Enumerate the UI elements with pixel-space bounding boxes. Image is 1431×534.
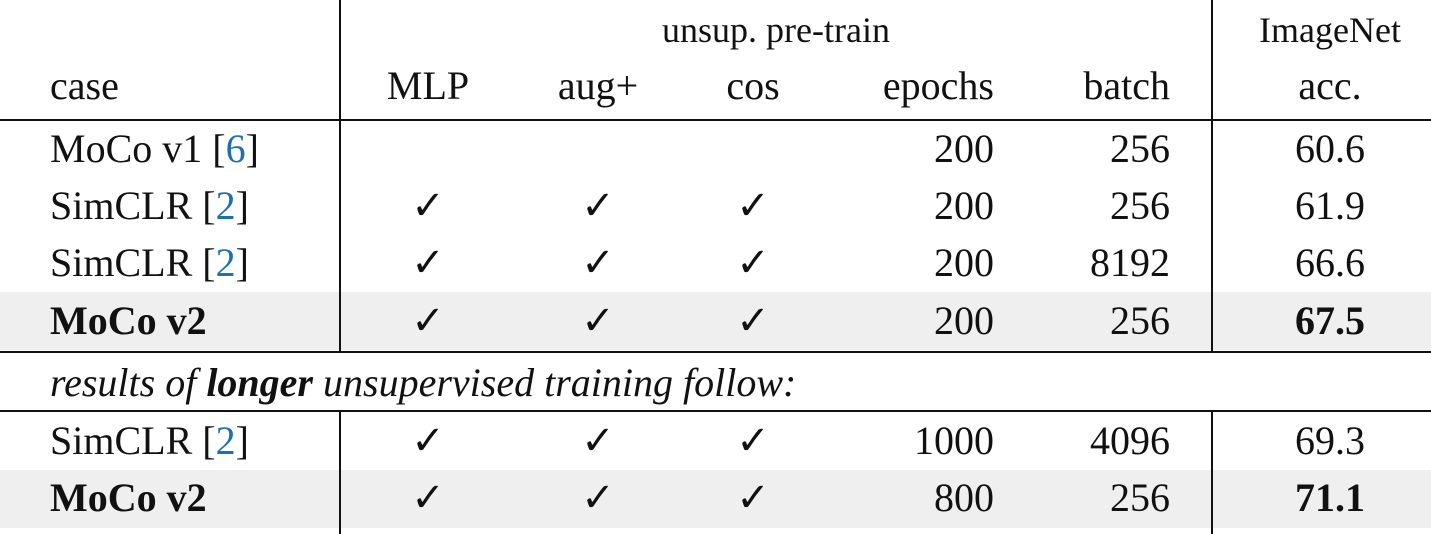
case-name: SimCLR: [50, 183, 193, 228]
acc-cell: 60.6: [1295, 126, 1365, 171]
batch-cell: 256: [1110, 126, 1170, 171]
mlp-cell: ✓: [411, 475, 445, 520]
epochs-cell: 1000: [914, 418, 994, 463]
case-name: MoCo v2: [50, 298, 207, 343]
column-rule: [339, 0, 341, 352]
citation: [2]: [202, 183, 249, 228]
column-header: batch: [1083, 63, 1170, 108]
case-cell: MoCo v2: [50, 478, 207, 518]
epochs-cell: 200: [934, 240, 994, 285]
acc-cell: 69.3: [1295, 418, 1365, 463]
mlp-cell: ✓: [411, 240, 445, 285]
citation: [2]: [202, 240, 249, 285]
batch-cell: 256: [1110, 183, 1170, 228]
case-cell: SimCLR [2]: [50, 243, 249, 283]
rule: [0, 351, 1431, 353]
aug-cell: ✓: [581, 240, 615, 285]
cos-cell: ✓: [736, 240, 770, 285]
column-rule: [339, 411, 341, 534]
group-header: unsup. pre-train: [662, 10, 890, 50]
acc-cell: 67.5: [1295, 298, 1365, 343]
epochs-cell: 200: [934, 126, 994, 171]
aug-cell: ✓: [581, 418, 615, 463]
bracket: ]: [235, 240, 249, 285]
bracket: [: [212, 126, 226, 171]
column-header: cos: [726, 63, 780, 108]
citation: [6]: [212, 126, 259, 171]
acc-cell: 61.9: [1295, 183, 1365, 228]
case-name: MoCo v1: [50, 126, 203, 171]
mlp-cell: ✓: [411, 183, 445, 228]
case-name: SimCLR: [50, 240, 193, 285]
citation-number: 2: [215, 240, 236, 285]
case-cell: SimCLR [2]: [50, 421, 249, 461]
bracket: [: [202, 183, 216, 228]
aug-cell: ✓: [581, 475, 615, 520]
highlight-row: [0, 292, 1431, 350]
citation: [2]: [202, 418, 249, 463]
acc-cell: 71.1: [1295, 475, 1365, 520]
epochs-cell: 200: [934, 298, 994, 343]
batch-cell: 256: [1110, 475, 1170, 520]
epochs-cell: 200: [934, 183, 994, 228]
column-header: aug+: [557, 63, 639, 108]
note-part: unsupervised training follow:: [313, 360, 797, 405]
cos-cell: ✓: [736, 418, 770, 463]
bracket: ]: [235, 418, 249, 463]
bracket: ]: [235, 183, 249, 228]
citation-number: 2: [215, 183, 236, 228]
bracket: ]: [245, 126, 259, 171]
rule: [0, 119, 1431, 121]
citation-number: 2: [215, 418, 236, 463]
aug-cell: ✓: [581, 298, 615, 343]
column-header: epochs: [882, 63, 994, 108]
mlp-cell: ✓: [411, 298, 445, 343]
mlp-cell: ✓: [411, 418, 445, 463]
note-part: longer: [206, 360, 313, 405]
column-header: acc.: [1298, 63, 1362, 108]
case-cell: MoCo v2: [50, 301, 207, 341]
batch-cell: 256: [1110, 298, 1170, 343]
case-name: MoCo v2: [50, 475, 207, 520]
note-part: results of: [50, 360, 207, 405]
column-header: MLP: [386, 63, 470, 108]
cos-cell: ✓: [736, 298, 770, 343]
epochs-cell: 800: [934, 475, 994, 520]
case-name: SimCLR: [50, 418, 193, 463]
column-rule: [1211, 0, 1213, 352]
aug-cell: ✓: [581, 183, 615, 228]
cos-cell: ✓: [736, 475, 770, 520]
case-cell: MoCo v1 [6]: [50, 129, 259, 169]
bracket: [: [202, 418, 216, 463]
bracket: [: [202, 240, 216, 285]
highlight-row: [0, 470, 1431, 528]
case-cell: SimCLR [2]: [50, 186, 249, 226]
column-header: case: [50, 63, 119, 108]
acc-cell: 66.6: [1295, 240, 1365, 285]
group-header: ImageNet: [1259, 10, 1401, 50]
rule: [0, 410, 1431, 412]
batch-cell: 4096: [1090, 418, 1170, 463]
citation-number: 6: [225, 126, 246, 171]
note: results of longer unsupervised training …: [50, 363, 796, 403]
cos-cell: ✓: [736, 183, 770, 228]
batch-cell: 8192: [1090, 240, 1170, 285]
column-rule: [1211, 411, 1213, 534]
